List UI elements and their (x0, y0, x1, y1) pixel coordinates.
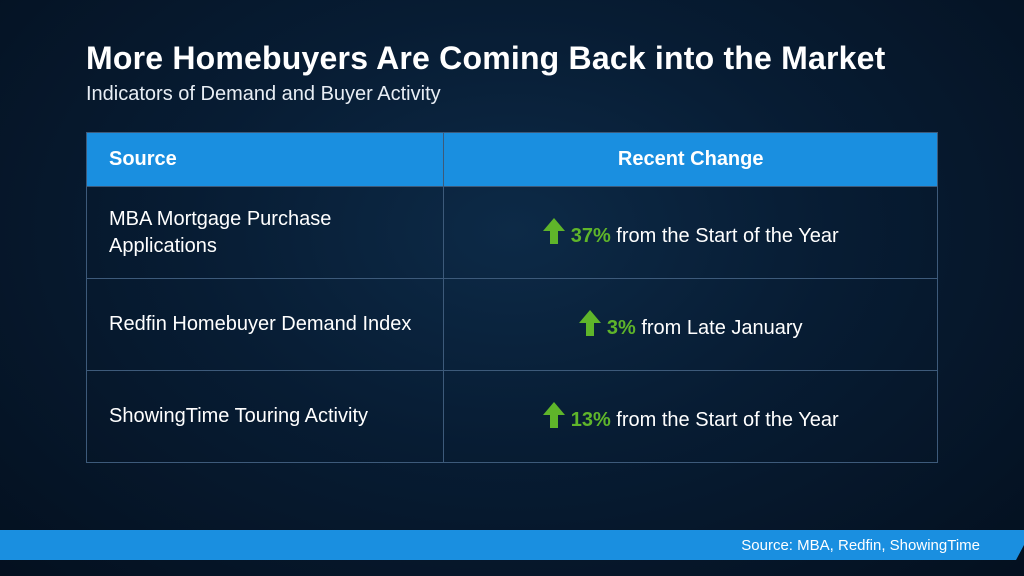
table-row: ShowingTime Touring Activity 13% from th… (87, 371, 938, 463)
source-cell: ShowingTime Touring Activity (87, 371, 444, 463)
slide: More Homebuyers Are Coming Back into the… (0, 0, 1024, 576)
column-header-source: Source (87, 133, 444, 187)
content-area: More Homebuyers Are Coming Back into the… (0, 0, 1024, 463)
table-row: Redfin Homebuyer Demand Index 3% from La… (87, 279, 938, 371)
table-row: MBA Mortgage Purchase Applications 37% f… (87, 187, 938, 279)
pct-value: 13% (571, 409, 611, 431)
footer-source-text: Source: MBA, Redfin, ShowingTime (741, 537, 980, 554)
change-cell: 13% from the Start of the Year (444, 371, 938, 463)
change-rest: from the Start of the Year (611, 225, 839, 247)
table-header-row: Source Recent Change (87, 133, 938, 187)
pct-value: 37% (571, 225, 611, 247)
source-cell: MBA Mortgage Purchase Applications (87, 187, 444, 279)
change-rest: from the Start of the Year (611, 409, 839, 431)
arrow-up-icon (543, 218, 565, 244)
change-cell: 37% from the Start of the Year (444, 187, 938, 279)
table-container: Source Recent Change MBA Mortgage Purcha… (86, 132, 938, 463)
arrow-up-icon (543, 402, 565, 428)
change-rest: from Late January (636, 317, 803, 339)
slide-subtitle: Indicators of Demand and Buyer Activity (86, 83, 938, 106)
slide-title: More Homebuyers Are Coming Back into the… (86, 40, 938, 77)
change-cell: 3% from Late January (444, 279, 938, 371)
column-header-change: Recent Change (444, 133, 938, 187)
source-cell: Redfin Homebuyer Demand Index (87, 279, 444, 371)
arrow-up-icon (579, 310, 601, 336)
pct-value: 3% (607, 317, 636, 339)
indicators-table: Source Recent Change MBA Mortgage Purcha… (86, 132, 938, 463)
